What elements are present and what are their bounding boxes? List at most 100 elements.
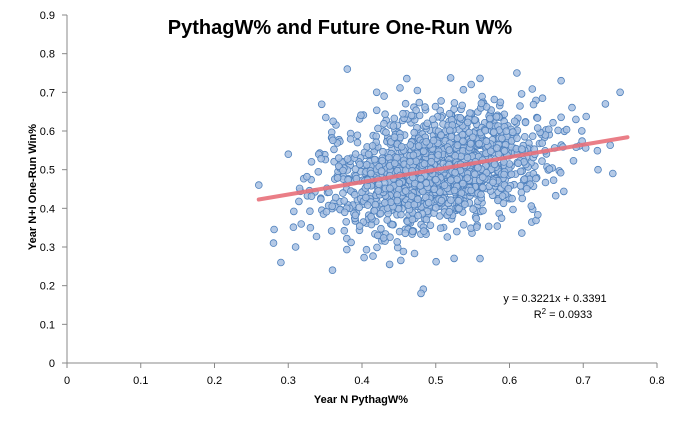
data-point <box>317 195 325 204</box>
data-point <box>378 156 387 165</box>
data-point <box>510 117 519 126</box>
data-point <box>380 119 388 128</box>
y-tick-label: 0.7 <box>40 87 55 99</box>
y-tick-label: 0.1 <box>40 319 55 331</box>
data-point <box>303 172 311 181</box>
data-point <box>533 124 542 132</box>
data-point <box>529 100 538 109</box>
data-point <box>314 168 323 176</box>
data-point <box>513 134 521 143</box>
data-point <box>437 196 446 205</box>
data-point <box>399 247 408 256</box>
data-point <box>422 215 431 224</box>
data-point <box>520 133 529 141</box>
data-point <box>353 138 362 147</box>
r-squared-r: R <box>534 309 542 321</box>
data-point <box>331 193 340 202</box>
data-point <box>557 113 565 122</box>
data-point <box>489 178 497 187</box>
data-point <box>284 150 293 159</box>
data-point <box>269 239 278 247</box>
data-point <box>369 252 377 260</box>
data-point <box>450 186 459 195</box>
data-point <box>340 226 349 235</box>
data-point <box>594 165 602 174</box>
data-point <box>377 167 386 175</box>
data-point <box>342 245 351 254</box>
data-point <box>593 146 602 155</box>
data-point <box>498 192 507 200</box>
y-axis: 0 0.1 0.2 0.3 0.4 0.5 0.6 0.7 0.8 0.9 <box>40 10 68 370</box>
x-tick-label: 0.8 <box>649 375 664 387</box>
data-point <box>408 227 417 236</box>
data-point <box>516 167 525 176</box>
data-point <box>430 185 439 194</box>
data-point <box>416 174 425 183</box>
data-point <box>446 176 455 184</box>
data-point <box>431 204 440 212</box>
data-point <box>312 232 321 241</box>
data-point <box>541 178 550 187</box>
data-point <box>351 165 360 173</box>
data-point <box>479 183 487 192</box>
data-point <box>437 97 445 105</box>
data-point <box>445 109 454 118</box>
data-point <box>601 100 610 108</box>
data-point <box>410 249 419 258</box>
data-point <box>461 200 469 209</box>
data-point <box>434 151 443 159</box>
data-point <box>370 155 379 164</box>
data-point <box>496 98 505 107</box>
data-point <box>343 65 352 73</box>
data-point <box>475 139 483 148</box>
data-point <box>372 106 381 115</box>
data-point <box>520 175 529 184</box>
data-point <box>342 218 351 226</box>
data-point <box>431 102 440 111</box>
data-point <box>355 160 364 169</box>
data-point <box>469 205 477 213</box>
data-point <box>362 245 371 254</box>
data-point <box>432 175 440 184</box>
data-point <box>459 221 468 229</box>
x-tick-label: 0.2 <box>207 375 222 387</box>
data-point <box>329 117 337 126</box>
data-point <box>459 179 467 188</box>
data-point <box>517 90 526 98</box>
data-point <box>417 289 425 298</box>
data-point <box>333 174 342 182</box>
data-point <box>381 110 389 118</box>
data-point <box>507 170 516 179</box>
data-point <box>350 190 359 199</box>
data-point <box>544 125 553 134</box>
data-point <box>577 127 586 135</box>
data-point <box>395 179 404 188</box>
data-point <box>379 234 388 242</box>
data-point <box>390 133 399 142</box>
data-point <box>407 111 416 120</box>
data-point <box>254 181 263 189</box>
data-point <box>427 157 436 166</box>
y-tick-label: 0.2 <box>40 281 55 293</box>
data-point <box>551 191 560 200</box>
data-point <box>340 208 349 217</box>
data-point <box>410 200 419 209</box>
data-point <box>472 214 481 223</box>
data-point <box>468 133 477 142</box>
data-point <box>445 126 454 135</box>
data-point <box>538 157 546 165</box>
data-point <box>432 257 440 266</box>
data-point <box>445 208 454 216</box>
data-point <box>451 168 459 177</box>
data-point <box>355 203 364 212</box>
data-point <box>476 254 484 263</box>
r-squared-value: = 0.0933 <box>546 309 592 321</box>
data-point <box>516 182 525 190</box>
x-tick-label: 0.3 <box>281 375 296 387</box>
data-point <box>375 180 383 189</box>
data-point <box>451 151 460 160</box>
data-point <box>382 128 390 137</box>
data-point <box>363 201 372 209</box>
data-point <box>402 74 411 83</box>
